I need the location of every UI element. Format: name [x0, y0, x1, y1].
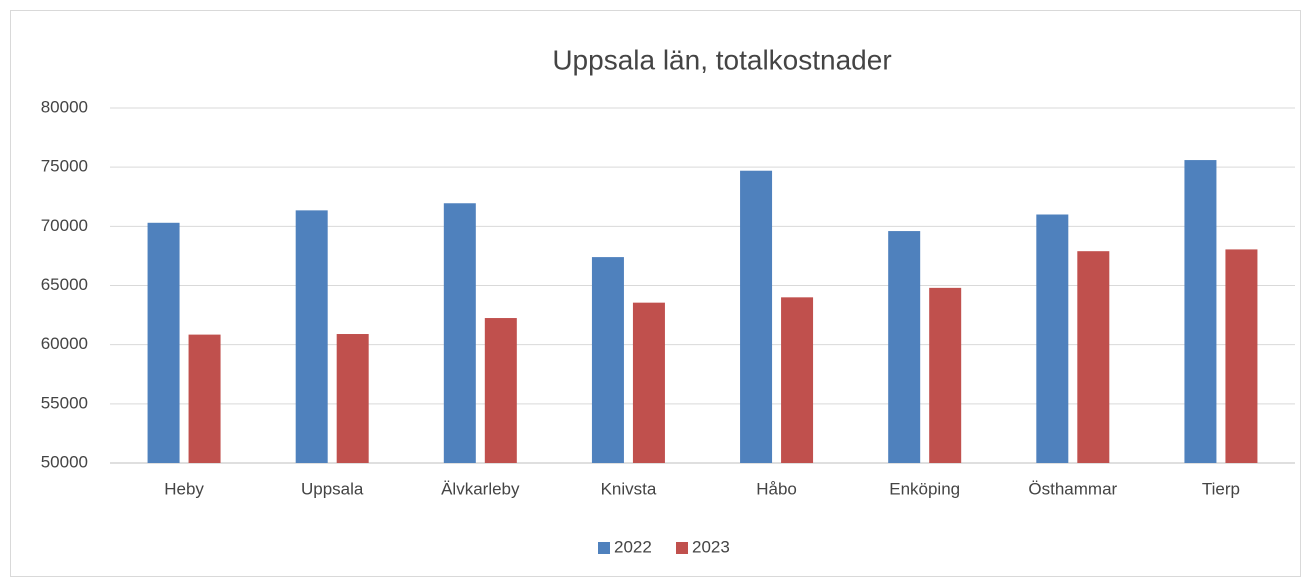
- x-tick-label: Tierp: [1202, 479, 1240, 498]
- y-tick-label: 50000: [41, 452, 88, 471]
- y-tick-label: 65000: [41, 275, 88, 294]
- x-tick-label: Uppsala: [301, 479, 364, 498]
- bar: [1077, 251, 1110, 463]
- y-tick-label: 70000: [41, 216, 88, 235]
- bar: [1036, 214, 1069, 463]
- bar: [336, 334, 369, 463]
- bar: [591, 257, 624, 463]
- x-tick-label: Heby: [164, 479, 204, 498]
- x-tick-label: Östhammar: [1028, 479, 1117, 498]
- x-tick-label: Enköping: [889, 479, 960, 498]
- bar: [740, 170, 773, 463]
- legend-label: 2023: [692, 537, 730, 556]
- legend-swatch: [598, 542, 610, 554]
- bar: [1184, 160, 1217, 464]
- bar: [443, 203, 476, 463]
- y-tick-label: 55000: [41, 393, 88, 412]
- bar: [1225, 249, 1258, 463]
- bar: [188, 334, 221, 463]
- x-tick-label: Älvkarleby: [441, 479, 520, 498]
- bar: [147, 222, 180, 463]
- bar: [929, 287, 962, 463]
- legend-label: 2022: [614, 537, 652, 556]
- bar: [295, 210, 328, 463]
- chart-title: Uppsala län, totalkostnader: [552, 44, 891, 75]
- legend-swatch: [676, 542, 688, 554]
- y-tick-label: 80000: [41, 97, 88, 116]
- bar: [632, 302, 665, 463]
- bar: [781, 297, 814, 463]
- y-tick-label: 60000: [41, 334, 88, 353]
- bar: [888, 231, 921, 463]
- x-tick-label: Knivsta: [601, 479, 657, 498]
- y-tick-label: 75000: [41, 157, 88, 176]
- bar: [484, 318, 517, 463]
- x-tick-label: Håbo: [756, 479, 797, 498]
